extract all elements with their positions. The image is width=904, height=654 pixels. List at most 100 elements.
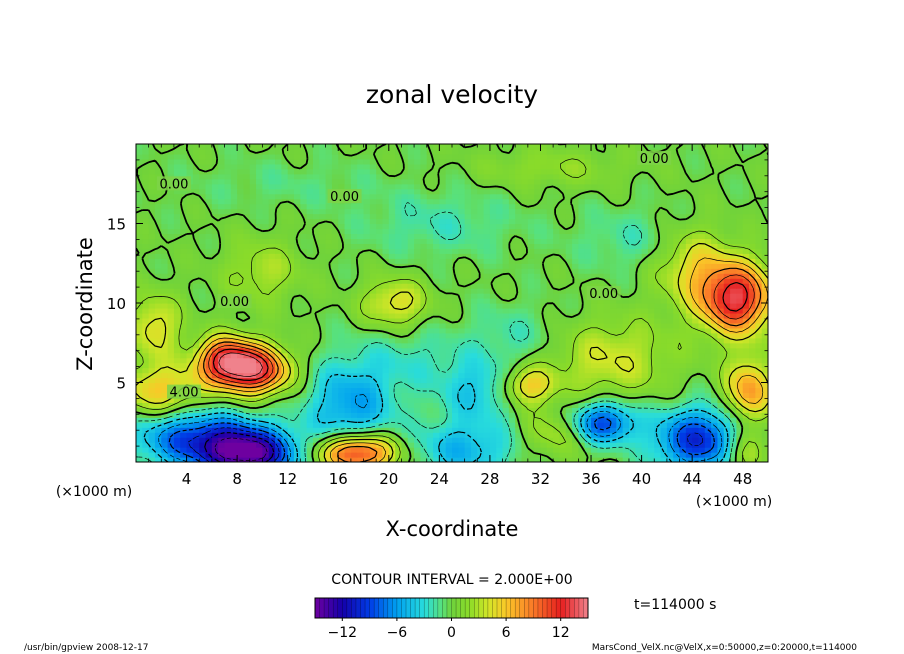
field-cell [685,268,693,274]
field-cell [275,303,282,309]
field-cell [496,347,504,354]
field-cell [148,278,156,284]
field-cell [489,337,497,344]
field-cell [243,248,251,254]
field-cell [173,447,181,453]
field-cell [167,322,175,329]
field-cell [521,268,529,274]
field-cell [546,283,554,289]
field-cell [420,342,428,349]
field-cell [749,367,756,374]
field-cell [420,392,428,399]
field-cell [622,213,630,220]
field-cell [256,253,263,259]
field-cell [628,307,636,314]
velocity-field [136,144,768,462]
field-cell [597,303,605,309]
field-cell [414,303,421,309]
field-cell [470,372,478,379]
field-cell [597,298,605,304]
field-cell [136,317,143,324]
field-cell [489,253,497,259]
field-cell [224,248,232,254]
field-cell [230,427,238,433]
field-cell [761,233,768,240]
field-cell [458,213,466,220]
field-cell [698,298,706,304]
field-cell [433,218,440,225]
field-cell [723,372,731,379]
field-cell [426,352,434,359]
field-cell [433,228,440,235]
field-cell [338,312,346,319]
field-cell [199,402,207,408]
field-cell [262,233,270,240]
field-cell [736,317,744,324]
field-cell [635,377,643,384]
field-cell [597,268,605,274]
field-cell [224,432,232,438]
field-cell [401,303,409,309]
field-cell [433,387,440,394]
field-cell [237,283,245,289]
field-cell [572,263,579,269]
field-cell [546,377,554,384]
field-cell [395,367,403,374]
field-cell [363,293,371,299]
field-cell [281,218,289,225]
field-cell [565,228,573,235]
field-cell [508,447,516,453]
field-cell [464,407,472,413]
field-cell [161,432,169,438]
field-cell [660,367,668,374]
field-cell [420,327,428,334]
field-cell [692,337,700,344]
field-cell [502,218,510,225]
field-cell [489,387,497,394]
field-cell [331,283,339,289]
field-cell [458,447,466,453]
field-cell [186,397,194,403]
field-cell [610,317,617,324]
field-cell [452,352,459,359]
field-cell [749,273,756,279]
field-cell [483,457,491,462]
field-cell [483,258,491,264]
field-cell [268,457,276,462]
field-cell [142,307,150,314]
field-cell [407,322,415,329]
field-cell [508,362,516,369]
field-cell [395,377,403,384]
field-cell [622,263,630,269]
field-cell [433,442,440,448]
field-cell [742,392,750,399]
field-cell [666,382,674,389]
field-cell [401,228,409,235]
field-cell [350,447,358,453]
field-cell [628,402,636,408]
field-cell [426,452,434,458]
field-cell [376,213,384,220]
field-cell [496,442,504,448]
field-cell [433,407,440,413]
field-cell [755,372,763,379]
field-cell [673,377,681,384]
field-cell [527,407,535,413]
field-cell [673,432,681,438]
field-cell [572,342,579,349]
field-cell [420,447,428,453]
field-cell [369,278,377,284]
field-cell [546,427,554,433]
field-cell [584,452,592,458]
field-cell [350,382,358,389]
field-cell [142,273,150,279]
field-cell [199,332,207,339]
field-cell [136,447,143,453]
field-cell [578,342,586,349]
field-cell [161,452,169,458]
field-cell [325,362,333,369]
field-cell [350,402,358,408]
field-cell [369,417,377,423]
field-cell [692,347,700,354]
field-cell [673,213,681,220]
